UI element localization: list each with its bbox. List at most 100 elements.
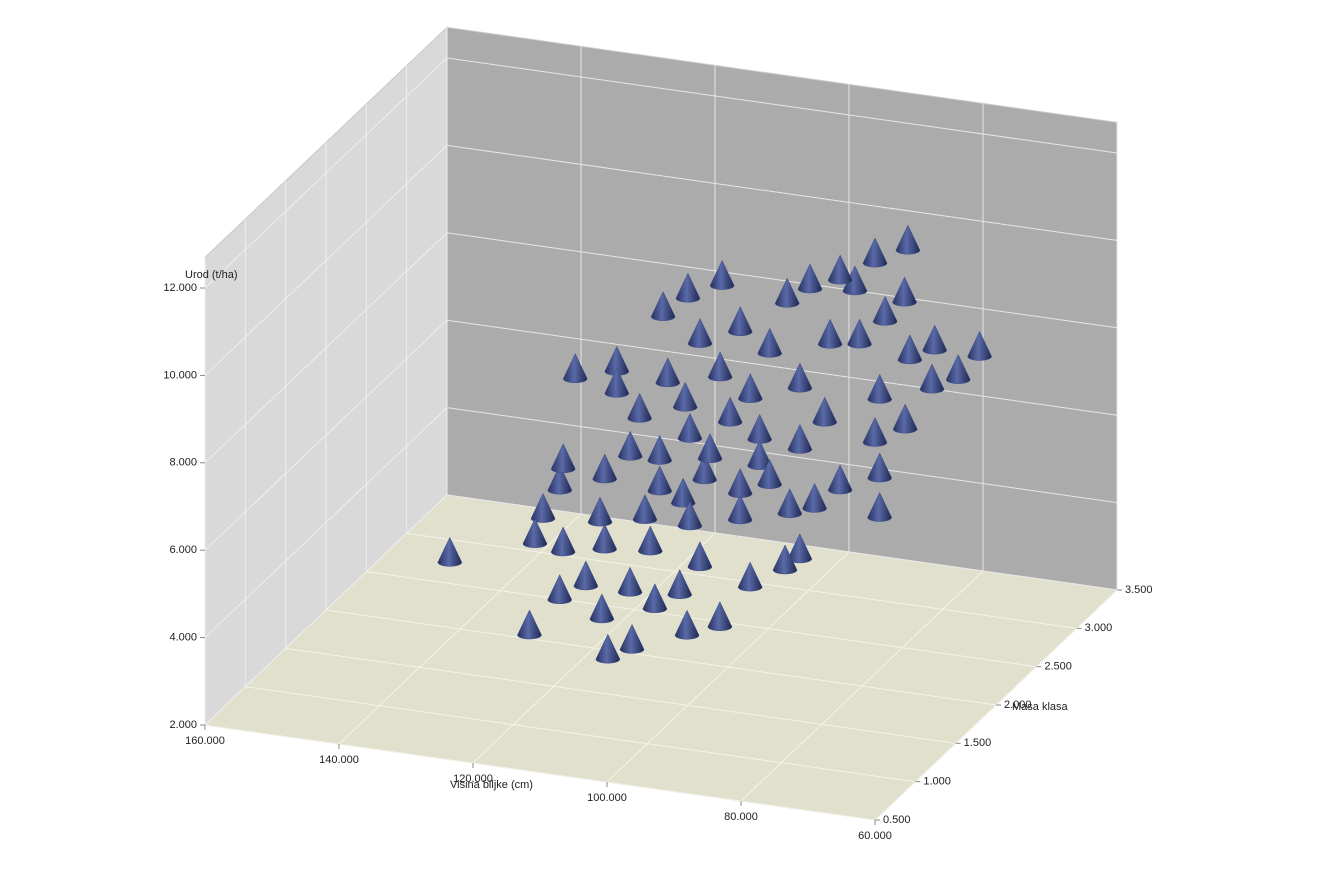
cone-point [642,583,668,614]
z-axis-title: Urod (t/ha) [185,269,238,281]
cone-point [738,373,763,403]
cone-point [619,623,645,654]
y-tick-label: 1.500 [964,737,992,749]
side-grid-line [204,494,448,726]
x-tick-label: 100.000 [587,792,627,804]
cone-point [587,496,613,527]
cone-point [867,491,892,522]
cone-point [667,569,692,599]
cone-point [672,381,698,412]
x-tick-label: 80.000 [724,811,758,823]
cone-point [692,454,717,485]
cone-point [727,306,753,336]
cone-point [817,318,843,349]
x-tick-label: 140.000 [319,754,359,766]
cone-point [945,354,971,384]
cone-point [617,566,643,597]
cone-point [674,609,700,640]
cone-point [547,574,572,605]
cone-point [827,254,853,285]
x-tick-label: 60.000 [858,830,892,842]
cone-point [592,453,617,484]
cone-point [867,452,892,483]
cone-point [847,318,872,349]
cone-point [595,633,621,664]
side-grid-line [204,57,448,289]
cone-point [627,392,652,423]
z-tick-label: 6.000 [169,544,197,556]
cone-point [919,363,945,394]
cone-point [922,324,947,355]
cone-point [573,560,599,591]
side-grid-line [204,407,448,638]
cone-point [709,259,735,290]
cone-point [550,443,576,474]
cone-point [772,544,798,575]
x-axis-title: Visina biljke (cm) [450,779,533,791]
side-grid-line [204,232,448,464]
floor-grid-line [325,609,997,706]
back-grid-line [446,319,1118,416]
cone-point [774,277,800,308]
cone-point [550,526,576,557]
side-grid-line [204,145,448,376]
cone-point [562,353,588,384]
z-tick-label: 8.000 [169,457,197,469]
cone-point [872,295,898,326]
cone-point [797,263,823,294]
cone-point [802,482,827,513]
y-tick-label: 2.500 [1044,661,1072,673]
side-grid-line [204,319,448,551]
back-grid-line [446,144,1118,241]
cone-point [862,416,888,447]
cone-point [592,523,617,554]
cone-point [638,525,663,556]
cone-point [967,330,992,361]
back-grid-line [446,494,1118,591]
cone-point [727,494,753,525]
cone-point [777,488,803,518]
z-tick-label: 12.000 [163,282,197,294]
y-tick-label: 2.000 [1004,699,1032,711]
z-tick-label: 4.000 [169,632,197,644]
back-grid-line [446,232,1118,329]
cone-point [707,601,733,631]
y-tick-label: 3.000 [1085,622,1113,634]
cone-point [655,357,681,388]
cone-point [717,396,743,427]
cone-point [517,609,542,640]
cone-point [687,541,713,572]
cone-point [812,396,837,427]
cone-point [604,367,630,398]
points [437,224,992,664]
cone-point [892,403,918,434]
cone-point [675,272,701,303]
cone-point [530,492,556,523]
cone-point [522,518,548,548]
cone-point [647,465,672,496]
floor-grid-line [285,647,956,744]
z-tick-label: 10.000 [163,369,197,381]
cone-point [687,318,713,348]
x-tick-label: 120.000 [453,773,493,785]
cone-point [547,464,573,495]
cone-point [827,464,853,495]
cone-point [737,561,763,592]
y-axis-title: Masa klasa [1012,701,1069,713]
y-tick-label: 1.000 [923,776,951,788]
x-tick-label: 160.000 [185,735,225,747]
cone-point [892,276,917,307]
cone-point [867,373,892,404]
back-grid-line [446,407,1118,504]
floor-grid-line [245,686,916,783]
cone-point [842,265,868,296]
cone-point [677,500,703,531]
floor-grid-line [204,724,876,821]
cone-point [757,459,782,489]
cone-point [862,237,888,268]
y-tick-label: 3.500 [1125,584,1153,596]
cone-point [437,536,463,567]
z-tick-label: 2.000 [169,719,197,731]
cone-point [707,351,733,382]
